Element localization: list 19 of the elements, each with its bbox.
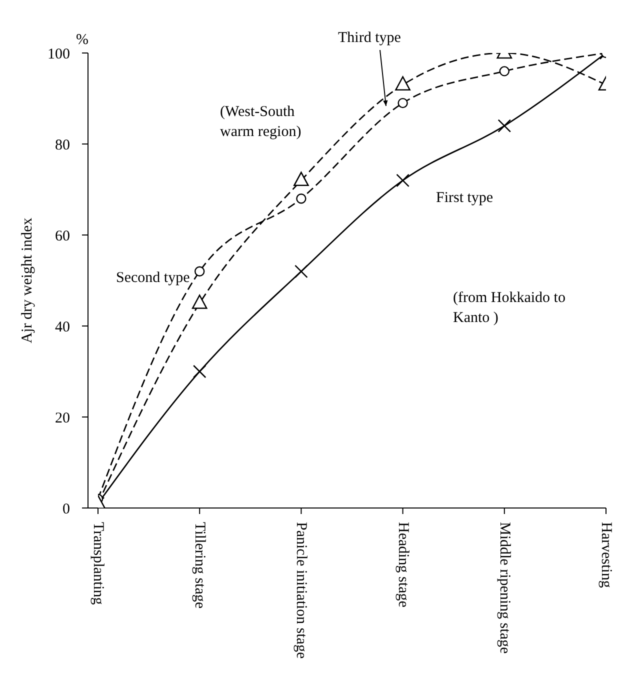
x-tick-label: Middle ripening stage — [496, 522, 512, 654]
y-tick-label: 20 — [55, 410, 70, 426]
y-tick-label: 0 — [62, 501, 70, 518]
x-tick-label: Heading stage — [394, 522, 411, 608]
series-label: First type — [436, 190, 494, 207]
text: Third type — [338, 30, 401, 47]
y-tick-label: 100 — [48, 46, 70, 62]
y-tick-label: 60 — [55, 228, 70, 244]
y-tick-label: 40 — [55, 319, 70, 336]
text: % — [76, 31, 90, 50]
annotation: (from Hokkaido to Kanto ) — [453, 289, 566, 328]
annotation: (West-South warm region) — [220, 103, 302, 142]
x-tick-label: Harvesting — [598, 522, 614, 588]
series-label: Second type — [116, 270, 190, 287]
y-axis-title: Ajr dry weight index — [19, 217, 36, 344]
x-tick-label: Panicle initiation stage — [293, 522, 310, 659]
x-tick-label: Tillering stage — [192, 522, 208, 609]
x-tick-label: Transplanting — [90, 522, 106, 606]
y-tick-label: 80 — [55, 137, 70, 154]
